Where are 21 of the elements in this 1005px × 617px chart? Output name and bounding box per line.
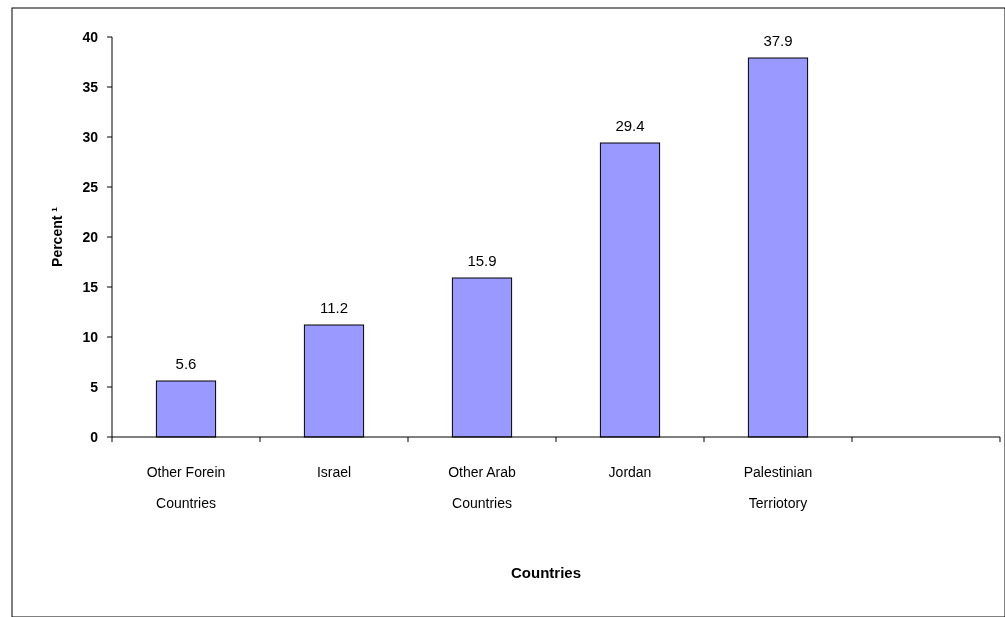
y-tick-label: 5 [90, 378, 99, 395]
data-label: 5.6 [175, 355, 197, 372]
y-tick-label: 0 [90, 428, 99, 445]
x-axis-title: Countries [510, 564, 582, 581]
data-label: 11.2 [319, 299, 349, 316]
x-tick-label: Israel [316, 464, 352, 480]
y-tick-label: 10 [82, 328, 99, 345]
data-label: 15.9 [467, 252, 497, 269]
x-tick-label: Palestinian Terriotory [743, 464, 813, 511]
y-tick-label: 25 [82, 178, 99, 195]
data-label: 29.4 [615, 117, 645, 134]
y-tick-label: 20 [82, 228, 99, 245]
y-tick-label: 15 [82, 278, 99, 295]
x-tick-label: Jordan [608, 464, 652, 480]
x-tick-label: Other Arab Countries [448, 464, 517, 511]
data-label: 37.9 [763, 32, 793, 49]
y-tick-label: 35 [82, 78, 99, 95]
y-tick-label: 40 [82, 28, 99, 45]
y-tick-label: 30 [82, 128, 99, 145]
x-tick-label: Other Forein Countries [146, 464, 226, 511]
y-axis-title: Percent ¹ [49, 206, 65, 267]
